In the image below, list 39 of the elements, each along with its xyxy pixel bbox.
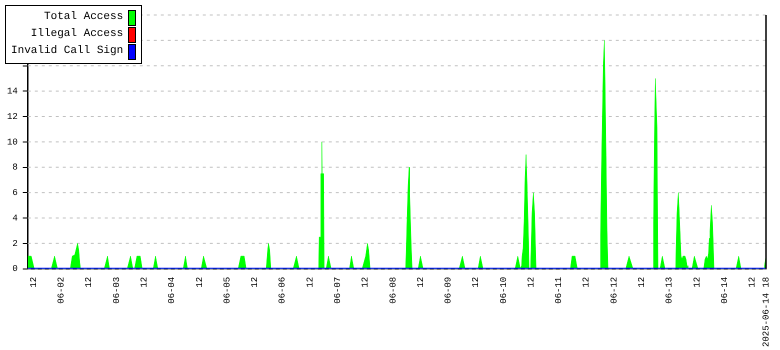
x-tick-label: 12 [84,276,94,288]
x-tick-label: 12 [305,276,316,288]
x-tick-label: 06-06 [278,276,288,304]
x-tick-label: 06-05 [222,276,232,304]
x-tick-label: 12 [526,276,536,288]
legend-label: Invalid Call Sign [11,44,124,59]
x-tick-label: 06-11 [554,276,564,304]
x-tick-label: 06-02 [56,276,67,304]
x-tick-label: 12 [360,276,371,288]
legend-label: Total Access [44,10,124,25]
x-tick-label: 12 [637,276,648,288]
x-tick-label: 06-09 [444,276,454,304]
legend-label: Illegal Access [30,27,124,42]
y-tick-label: 12 [6,112,18,122]
x-tick-label: 12 [692,276,702,288]
x-tick-label: 06-07 [332,276,343,304]
x-tick-label: 06-14 [720,276,730,304]
x-tick-label: 12 [582,276,592,288]
y-tick-label: 10 [6,137,18,148]
x-tick-label: 06-08 [388,276,398,304]
x-tick-label: 12 [250,276,260,288]
x-tick-label: 12 [194,276,205,288]
x-tick-label: 12 [416,276,426,288]
x-tick-label: 2025-06-14 18 [761,276,772,348]
y-tick-label: 0 [12,264,18,274]
x-tick-label: 06-13 [664,276,675,304]
y-tick-label: 4 [12,213,18,224]
x-tick-label: 12 [748,276,758,288]
x-tick-label: 12 [28,276,39,288]
y-tick-label: 8 [12,162,18,173]
y-tick-label: 6 [12,188,18,198]
y-tick-label: 2 [12,238,18,249]
x-tick-label: 12 [471,276,482,288]
x-tick-label: 06-10 [498,276,509,304]
x-tick-label: 06-03 [112,276,122,304]
x-tick-label: 06-04 [167,276,178,304]
x-tick-label: 12 [140,276,150,288]
x-tick-label: 06-12 [609,276,620,304]
y-tick-label: 14 [6,86,18,97]
